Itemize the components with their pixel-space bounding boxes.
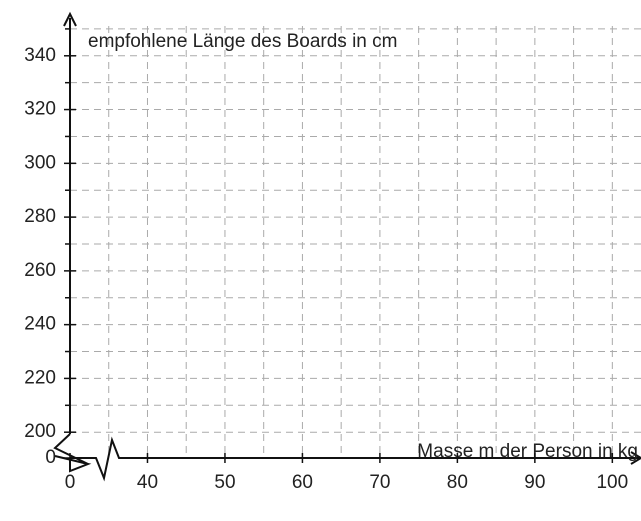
- x-tick-label: 80: [447, 472, 468, 493]
- y-axis-arrow: [63, 11, 77, 27]
- y-tick-label: 220: [24, 367, 56, 388]
- x-tick-label: 90: [524, 472, 545, 493]
- x-tick-label: 0: [65, 472, 76, 493]
- y-tick-label: 200: [24, 421, 56, 442]
- y-axis-break: [53, 433, 92, 473]
- y-axis-label: empfohlene Länge des Boards in cm: [88, 31, 397, 52]
- y-tick-label: 320: [24, 99, 56, 120]
- x-axis: [70, 436, 641, 482]
- y-tick-label: 260: [24, 260, 56, 281]
- y-tick-label: 340: [24, 45, 56, 66]
- x-tick-label: 50: [214, 472, 235, 493]
- y-tick-label: 0: [45, 447, 56, 468]
- x-axis-arrow: [630, 451, 641, 465]
- grid-layer: [70, 26, 641, 458]
- y-tick-label: 240: [24, 314, 56, 335]
- x-tick-label: 100: [596, 472, 628, 493]
- y-tick-label: 300: [24, 152, 56, 173]
- x-tick-label: 60: [292, 472, 313, 493]
- x-tick-label: 40: [137, 472, 158, 493]
- x-axis-label: Masse m der Person in kg: [417, 441, 638, 462]
- x-tick-label: 70: [369, 472, 390, 493]
- y-tick-label: 280: [24, 206, 56, 227]
